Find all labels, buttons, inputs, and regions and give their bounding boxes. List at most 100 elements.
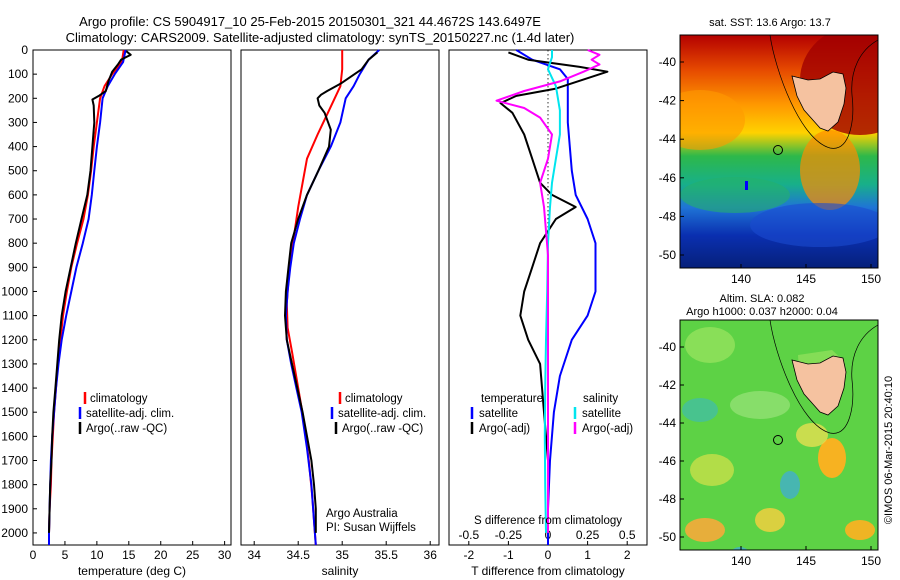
depth-axis-ticks: 0 100 200 300 400 500 600 700 800 900 1000 1100 1200… <box>1 43 453 540</box>
difference-panel: -2 -1 0 1 2-0.5 -0.25 0 0.25 0.5 S difference fr… <box>448 49 648 578</box>
series-line-temperature-argo-adj- <box>499 51 609 533</box>
lat-tick-label: -40 <box>659 340 677 354</box>
s-difference-tick-label: -0.5 <box>458 528 479 542</box>
series-line-argo-raw-qc- <box>284 51 379 533</box>
sst-map-panel: sat. SST: 13.6 Argo: 13.7 -40-42-44-46-4… <box>659 17 882 286</box>
temperature-tick-label: 5 <box>62 548 69 562</box>
t-difference-tick-label: -2 <box>463 548 474 562</box>
lat-tick-label: -50 <box>659 530 677 544</box>
temperature-tick-label: 20 <box>154 548 168 562</box>
t-difference-tick-label: 0 <box>545 548 552 562</box>
sst-map-image <box>680 35 878 268</box>
depth-tick-label: 100 <box>8 67 28 81</box>
t-difference-tick-label: -1 <box>503 548 514 562</box>
salinity-axis-label: salinity <box>322 564 359 578</box>
temperature-lines <box>48 49 132 545</box>
sla-map-title-line1: Altim. SLA: 0.082 <box>720 293 805 305</box>
lat-tick-label: -50 <box>659 248 677 262</box>
legend-label-satellite: satellite-adj. clim. <box>86 408 174 420</box>
temperature-tick-label: 30 <box>218 548 232 562</box>
credit-line2: PI: Susan Wijffels <box>326 522 416 534</box>
series-line-salinity-argo-adj- <box>495 49 601 533</box>
sst-map-title: sat. SST: 13.6 Argo: 13.7 <box>709 17 831 29</box>
sst-lon-ticks: 140 145 150 <box>731 264 881 286</box>
legend-label-sal-argo: Argo(-adj) <box>582 423 633 435</box>
t-difference-tick-label: 1 <box>584 548 591 562</box>
t-difference-tick-label: 2 <box>624 548 631 562</box>
legend-label-argo: Argo(..raw -QC) <box>86 423 167 435</box>
legend-heading-salinity: salinity <box>583 393 618 405</box>
depth-tick-label: 2000 <box>1 526 28 540</box>
depth-tick-label: 900 <box>8 260 28 274</box>
sla-lon-ticks: 140 145 150 <box>731 546 881 568</box>
depth-tick-label: 500 <box>8 164 28 178</box>
lon-tick-label: 140 <box>731 554 751 568</box>
lat-tick-label: -40 <box>659 55 677 69</box>
argo-float-marker <box>773 145 783 155</box>
temperature-tick-label: 10 <box>90 548 104 562</box>
depth-tick-label: 1200 <box>1 333 28 347</box>
lon-tick-label: 150 <box>861 272 881 286</box>
temperature-plot-frame <box>32 49 232 546</box>
lon-tick-label: 150 <box>861 554 881 568</box>
salinity-tick-label: 34.5 <box>287 548 311 562</box>
depth-tick-label: 1700 <box>1 453 28 467</box>
depth-tick-label: 1600 <box>1 429 28 443</box>
lon-tick-label: 145 <box>796 554 816 568</box>
depth-tick-label: 1400 <box>1 381 28 395</box>
legend-label-climatology: climatology <box>90 393 148 405</box>
difference-legend: temperature salinity satellite Argo(-adj… <box>470 393 633 435</box>
t-difference-axis-label: T difference from climatology <box>471 564 625 578</box>
temperature-axis-ticks: 0 5 10 15 20 25 30 <box>30 541 232 562</box>
s-difference-tick-label: -0.25 <box>495 528 523 542</box>
depth-tick-label: 700 <box>8 212 28 226</box>
lat-tick-label: -48 <box>659 492 677 506</box>
sla-map-frame <box>679 319 879 551</box>
salinity-plot-frame <box>240 49 440 546</box>
legend-label-sal-satellite: satellite <box>582 408 621 420</box>
salinity-tick-label: 35 <box>336 548 350 562</box>
depth-tick-label: 0 <box>21 43 28 57</box>
s-difference-tick-label: 0.25 <box>576 528 600 542</box>
sla-map-panel: Altim. SLA: 0.082 Argo h1000: 0.037 h200… <box>659 293 882 568</box>
salinity-panel: 34 34.5 35 35.5 36 salinity climatology sate… <box>240 49 440 578</box>
lat-tick-label: -42 <box>659 378 677 392</box>
lon-tick-label: 140 <box>731 272 751 286</box>
s-difference-tick-label: 0.5 <box>619 528 636 542</box>
timestamp-watermark: ©IMOS 06-Mar-2015 20:40:10 <box>883 376 895 524</box>
depth-tick-label: 1500 <box>1 405 28 419</box>
temperature-tick-label: 0 <box>30 548 37 562</box>
difference-lines <box>495 49 609 545</box>
temperature-axis-label: temperature (deg C) <box>78 564 186 578</box>
salinity-axis-ticks: 34 34.5 35 35.5 36 <box>248 541 438 562</box>
depth-tick-label: 1800 <box>1 478 28 492</box>
salinity-tick-label: 34 <box>248 548 262 562</box>
legend-label-temp-satellite: satellite <box>479 408 518 420</box>
legend-label-temp-argo: Argo(-adj) <box>479 423 530 435</box>
lat-tick-label: -42 <box>659 94 677 108</box>
series-line-temperature-satellite <box>515 49 597 545</box>
lon-tick-label: 145 <box>796 272 816 286</box>
lat-tick-label: -44 <box>659 416 677 430</box>
tasmania-landmass <box>791 355 847 416</box>
temperature-legend: climatology satellite-adj. clim. Argo(..… <box>78 392 174 435</box>
s-difference-axis-label: S difference from climatology <box>474 515 622 527</box>
sla-map-title-line2: Argo h1000: 0.037 h2000: 0.04 <box>686 306 838 318</box>
salinity-tick-label: 36 <box>424 548 438 562</box>
argo-float-marker <box>773 435 783 445</box>
depth-tick-label: 1000 <box>1 284 28 298</box>
temperature-tick-label: 15 <box>122 548 136 562</box>
legend-label-argo: Argo(..raw -QC) <box>342 423 423 435</box>
lat-tick-label: -44 <box>659 132 677 146</box>
depth-tick-label: 200 <box>8 91 28 105</box>
lat-tick-label: -46 <box>659 171 677 185</box>
sst-lat-ticks: -40 -42 -44 -46 -48 -50 <box>659 55 684 262</box>
salinity-tick-label: 35.5 <box>375 548 399 562</box>
figure-title-line2: Climatology: CARS2009. Satellite-adjuste… <box>66 30 575 45</box>
figure-title-line1: Argo profile: CS 5904917_10 25-Feb-2015 … <box>79 14 541 29</box>
sst-map-frame <box>679 34 879 269</box>
depth-tick-label: 400 <box>8 140 28 154</box>
salinity-legend: climatology satellite-adj. clim. Argo(..… <box>330 392 426 435</box>
series-line-argo-raw-qc- <box>48 50 132 533</box>
tasmania-landmass <box>791 71 847 132</box>
